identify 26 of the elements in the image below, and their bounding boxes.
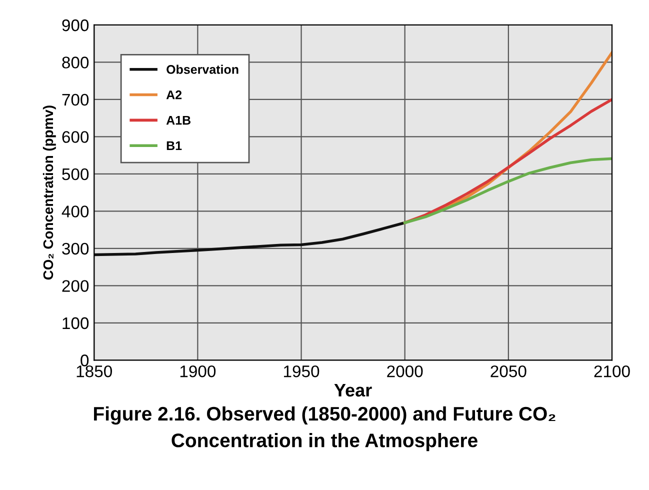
- y-tick-label: 300: [62, 242, 89, 255]
- y-axis-title: CO₂ Concentration (ppmv): [42, 106, 56, 280]
- x-tick-label: 1900: [180, 365, 216, 378]
- x-tick-label: 1850: [76, 365, 112, 378]
- y-tick-label: 200: [62, 280, 89, 292]
- line-series: [403, 98, 612, 224]
- x-tick-label: 2050: [490, 365, 526, 378]
- y-tick-label: 0: [80, 354, 89, 366]
- line-series: [94, 221, 406, 256]
- x-tick-label: 1950: [284, 365, 320, 378]
- y-tick-label: 600: [62, 131, 89, 143]
- legend-label: B1: [166, 141, 182, 150]
- legend-label: A2: [166, 90, 182, 100]
- x-axis-title: Year: [334, 384, 372, 397]
- y-tick-label: 100: [62, 317, 89, 330]
- legend-label: Observation: [166, 64, 238, 74]
- x-tick-label: 2100: [594, 365, 630, 378]
- line-series: [403, 157, 612, 224]
- text: Figure 2.16. Observed (1850-2000) and Future CO₂ Concentration in the Atmosphere: [94, 406, 556, 452]
- y-tick-label: 700: [62, 94, 89, 106]
- x-tick-label: 2000: [387, 365, 423, 378]
- y-tick-label: 800: [62, 56, 89, 68]
- y-tick-label: 500: [62, 168, 89, 180]
- legend-label: A1B: [166, 116, 191, 125]
- y-tick-label: 900: [62, 19, 89, 32]
- y-tick-label: 400: [62, 206, 89, 218]
